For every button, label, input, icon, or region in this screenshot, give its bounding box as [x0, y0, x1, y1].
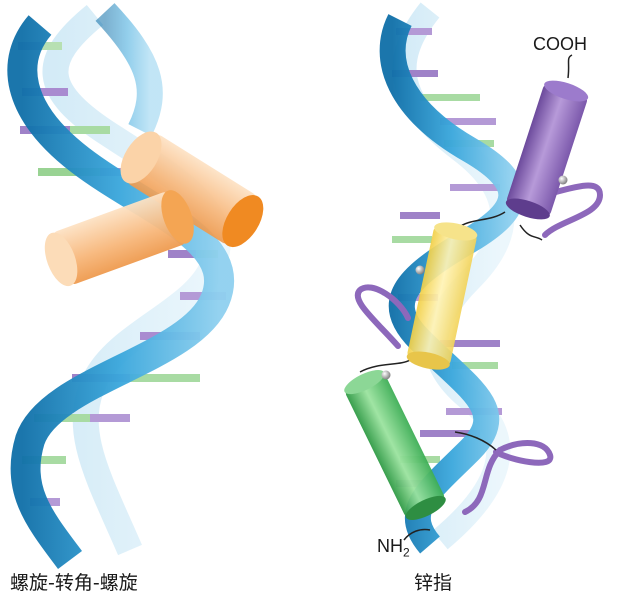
- base-pair: [420, 430, 480, 437]
- base-pair: [392, 236, 432, 243]
- zinc-finger-motif: [344, 54, 604, 541]
- connector: [403, 528, 431, 541]
- dna-front-strand-left-2: [95, 3, 163, 136]
- purple-linker-lower: [462, 440, 554, 515]
- connector: [454, 431, 497, 451]
- purple-helix: [505, 80, 589, 220]
- zinc-ion: [415, 265, 425, 275]
- base-pair: [22, 88, 68, 96]
- purple-linker-middle: [354, 284, 411, 349]
- dna-back-strand-left: [42, 4, 231, 556]
- base-pair: [450, 184, 500, 191]
- caption-helix-turn-helix: 螺旋-转角-螺旋: [10, 572, 138, 594]
- base-pair: [34, 414, 124, 422]
- n-terminus-label: NH2: [377, 536, 410, 560]
- zinc-ion: [558, 175, 568, 185]
- base-pair: [440, 118, 496, 125]
- yellow-helix: [406, 222, 478, 370]
- base-pair: [420, 94, 480, 101]
- caption-zinc-finger: 锌指: [414, 572, 453, 594]
- zinc-ion: [381, 370, 391, 380]
- base-pair: [22, 456, 66, 464]
- base-pair: [400, 212, 440, 219]
- connector: [567, 54, 573, 79]
- n-terminus-main: NH: [377, 536, 403, 556]
- dna-front-strand-right: [379, 14, 525, 554]
- connector: [519, 224, 543, 241]
- purple-linker-upper: [542, 182, 604, 238]
- connector: [359, 359, 411, 373]
- base-pair: [398, 294, 438, 301]
- dna-double-helix-left: [7, 3, 235, 570]
- dna-double-helix-right: [379, 2, 525, 554]
- dna-front-strand-left: [7, 15, 235, 570]
- helix-turn-helix-motif: [44, 131, 264, 287]
- base-pair: [392, 70, 438, 77]
- base-pair: [90, 414, 130, 422]
- base-pair: [440, 340, 500, 347]
- base-pair: [40, 42, 62, 50]
- orange-helix-back: [44, 190, 194, 287]
- base-pair: [70, 126, 110, 134]
- base-pair: [396, 28, 432, 35]
- n-terminus-subscript: 2: [403, 545, 410, 560]
- base-pair: [130, 374, 200, 382]
- green-helix: [344, 370, 446, 520]
- orange-helix-front: [120, 131, 264, 248]
- c-terminus-label: COOH: [533, 34, 587, 54]
- base-pair: [452, 362, 498, 369]
